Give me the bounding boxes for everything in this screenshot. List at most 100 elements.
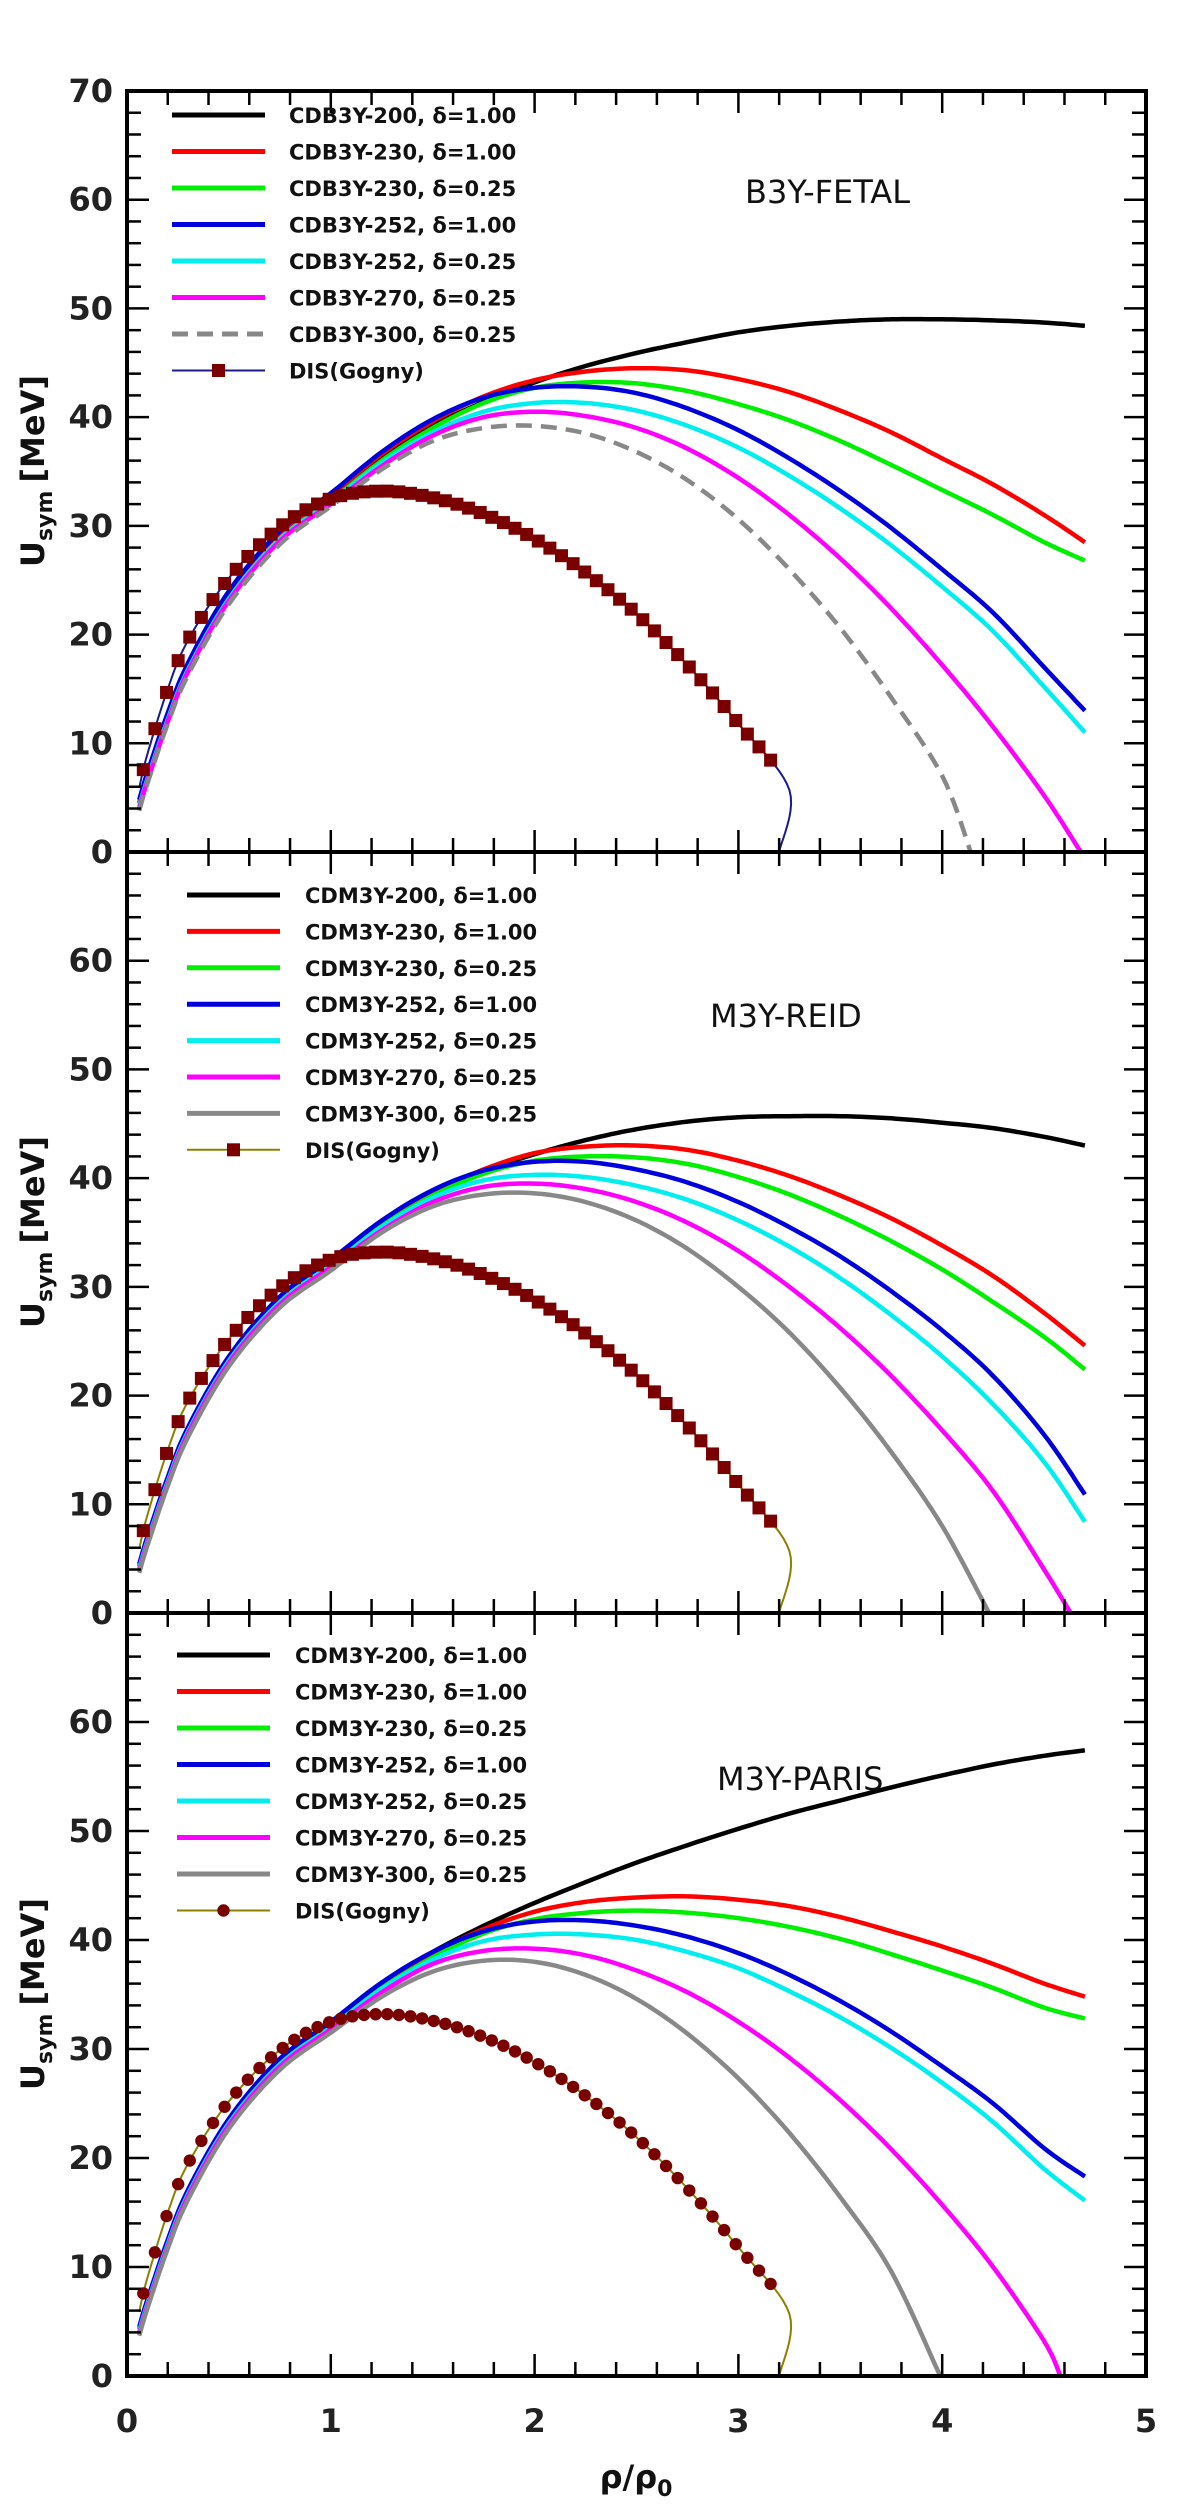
dis-marker: [252, 538, 266, 552]
dis-marker: [694, 2197, 708, 2210]
legend-label-6: CDM3Y-300, δ=0.25: [295, 1863, 527, 1887]
y-tick-label: 20: [68, 1377, 113, 1415]
dis-marker: [183, 1391, 197, 1405]
dis-marker: [694, 673, 708, 687]
dis-marker: [160, 1446, 174, 1460]
svg-text:Usym[MeV]: Usym [MeV]: [14, 1136, 58, 1328]
plot-area: [136, 316, 1087, 852]
dis-marker: [531, 1295, 545, 1309]
dis-marker: [566, 2080, 580, 2094]
dis-marker: [392, 485, 406, 499]
dis-marker: [485, 2034, 499, 2047]
dis-marker: [357, 485, 371, 499]
dis-marker: [520, 527, 534, 541]
dis-marker: [287, 510, 301, 524]
dis-marker: [520, 2051, 533, 2064]
dis-marker: [729, 713, 743, 727]
series-line-6: [137, 1957, 943, 2376]
dis-marker: [613, 592, 627, 606]
dis-marker: [613, 1353, 627, 1367]
dis-marker: [369, 1245, 383, 1259]
panel-m3y-paris: 0 10 20 30 40 50 60 M3Y-PARIS CDM3Y-200, δ=1.0…: [68, 1611, 1148, 2395]
legend-label-4: CDB3Y-252, δ=0.25: [289, 250, 516, 274]
legend-label-0: CDB3Y-200, δ=1.00: [289, 104, 516, 128]
y-tick-label: 10: [68, 724, 113, 762]
legend-label-4: CDM3Y-252, δ=0.25: [295, 1790, 527, 1814]
dis-marker: [183, 2154, 196, 2167]
dis-marker: [171, 654, 185, 668]
dis-marker: [578, 565, 592, 579]
dis-marker: [613, 2116, 626, 2129]
legend-label-0: CDM3Y-200, δ=1.00: [295, 1644, 527, 1668]
dis-marker: [636, 2136, 650, 2150]
panel-m3y-reid: 0 10 20 30 40 50 60 M3Y-REID CDM3Y-200, δ=1.00…: [68, 850, 1148, 1632]
dis-marker: [206, 1354, 220, 1368]
dis-marker: [555, 1310, 569, 1324]
dis-marker: [369, 2008, 382, 2021]
y-tick-label: 30: [68, 1268, 113, 1306]
dis-marker: [671, 2171, 684, 2185]
x-tick-label: 1: [320, 2402, 342, 2440]
dis-marker: [717, 2223, 731, 2237]
dis-marker: [380, 1245, 394, 1259]
dis-marker: [206, 593, 220, 607]
y-title-sub: sym: [33, 1252, 58, 1302]
y-tick-label: 50: [68, 289, 113, 327]
dis-marker: [345, 486, 359, 500]
y-title-main: U: [14, 1302, 52, 1328]
y-title-unit: [MeV]: [14, 375, 52, 483]
dis-marker: [473, 2029, 487, 2042]
legend-label-1: CDM3Y-230, δ=1.00: [295, 1681, 527, 1705]
dis-marker: [439, 2017, 452, 2031]
y-tick-label: 0: [91, 1594, 113, 1632]
dis-marker: [555, 549, 569, 563]
dis-marker: [415, 488, 429, 502]
dis-marker: [706, 2210, 719, 2223]
dis-marker: [299, 503, 313, 517]
legend-label-6: CDM3Y-300, δ=0.25: [305, 1102, 537, 1126]
dis-marker: [543, 541, 557, 555]
dis-marker: [462, 1262, 476, 1276]
dis-marker: [671, 1409, 685, 1423]
dis-marker: [288, 2033, 301, 2046]
dis-marker: [566, 557, 580, 571]
dis-marker: [496, 516, 510, 530]
dis-marker: [241, 549, 255, 563]
svg-text:Usym[MeV]: Usym [MeV]: [14, 1898, 58, 2090]
dis-marker: [659, 636, 673, 650]
dis-marker: [508, 521, 522, 535]
dis-marker: [136, 763, 150, 777]
y-tick-label: 50: [68, 1050, 113, 1088]
dis-marker: [148, 722, 162, 736]
dis-marker: [136, 1524, 150, 1538]
dis-marker: [625, 2126, 638, 2139]
x-axis-title: ρ/ρ0: [600, 2458, 673, 2502]
dis-marker: [194, 1371, 208, 1385]
dis-marker: [357, 2008, 371, 2022]
dis-marker: [531, 534, 545, 548]
dis-marker: [682, 660, 696, 674]
dis-marker: [427, 1252, 441, 1266]
plot-area: [137, 1748, 1087, 2376]
y-title-unit: [MeV]: [14, 1136, 52, 1244]
curves: [136, 316, 1087, 852]
dis-marker: [624, 1363, 638, 1377]
dis-marker: [659, 1397, 673, 1411]
dis-marker: [450, 2021, 464, 2034]
dis-marker: [438, 494, 452, 508]
dis-marker: [578, 1326, 592, 1340]
y-tick-label: 10: [68, 1485, 113, 1523]
legend-label-2: CDB3Y-230, δ=0.25: [289, 177, 516, 201]
legend-label-1: CDM3Y-230, δ=1.00: [305, 920, 537, 944]
dis-marker: [299, 1264, 313, 1278]
dis-marker: [334, 1250, 348, 1264]
dis-marker: [148, 1483, 162, 1497]
dis-marker: [729, 2237, 742, 2251]
legend-label-7: DIS(Gogny): [305, 1139, 440, 1163]
dis-marker: [230, 2086, 243, 2099]
y-ticks: 0 10 20 30 40 50 60: [68, 942, 113, 1632]
dis-marker: [450, 497, 464, 511]
legend-label-4: CDM3Y-252, δ=0.25: [305, 1030, 537, 1054]
dis-marker: [241, 1310, 255, 1324]
dis-marker: [346, 2010, 359, 2023]
